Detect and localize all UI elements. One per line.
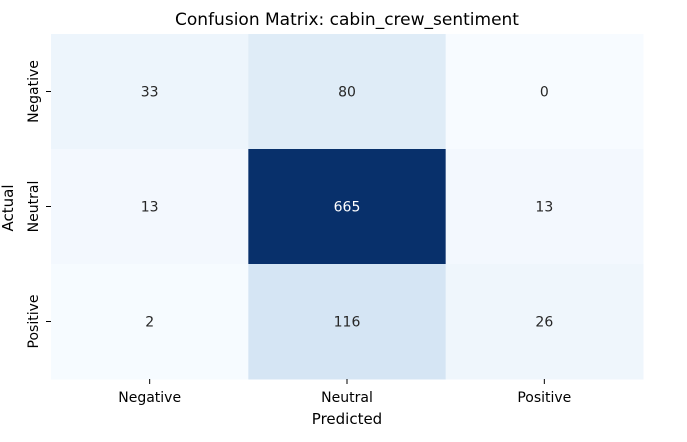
heatmap-cell [51, 264, 249, 380]
heatmap-cell [248, 149, 447, 265]
x-tick-label: Negative [118, 390, 181, 406]
cell-value-label: 26 [535, 315, 553, 331]
y-tick-label: Positive [26, 295, 42, 349]
y-tick-label: Neutral [26, 181, 42, 233]
x-axis-label: Predicted [312, 410, 382, 428]
y-axis-label: Actual [0, 185, 17, 232]
x-axis-ticks: Negative Neutral Positive [118, 379, 571, 406]
x-tick-label: Positive [517, 390, 571, 406]
heatmap-cell [248, 34, 447, 150]
heatmap-cell [51, 149, 249, 265]
heatmap-cells: 33 80 0 13 665 13 2 116 26 [51, 34, 644, 380]
chart-title: Confusion Matrix: cabin_crew_sentiment [175, 10, 519, 30]
cell-value-label: 2 [145, 315, 154, 331]
y-tick-label: Negative [26, 60, 42, 123]
cell-value-label: 13 [141, 200, 159, 216]
cell-value-label: 80 [338, 85, 356, 101]
cell-value-label: 13 [535, 200, 553, 216]
heatmap-cell [445, 264, 644, 380]
heatmap-cell [248, 264, 447, 380]
cell-value-label: 665 [334, 200, 361, 216]
heatmap-cell [445, 34, 644, 150]
heatmap-cell [445, 149, 644, 265]
x-tick-label: Neutral [321, 390, 373, 406]
y-axis-ticks: Negative Neutral Positive [26, 60, 51, 348]
cell-value-label: 116 [334, 315, 361, 331]
cell-value-label: 0 [540, 85, 549, 101]
heatmap-cell [51, 34, 249, 150]
cell-value-label: 33 [141, 85, 159, 101]
